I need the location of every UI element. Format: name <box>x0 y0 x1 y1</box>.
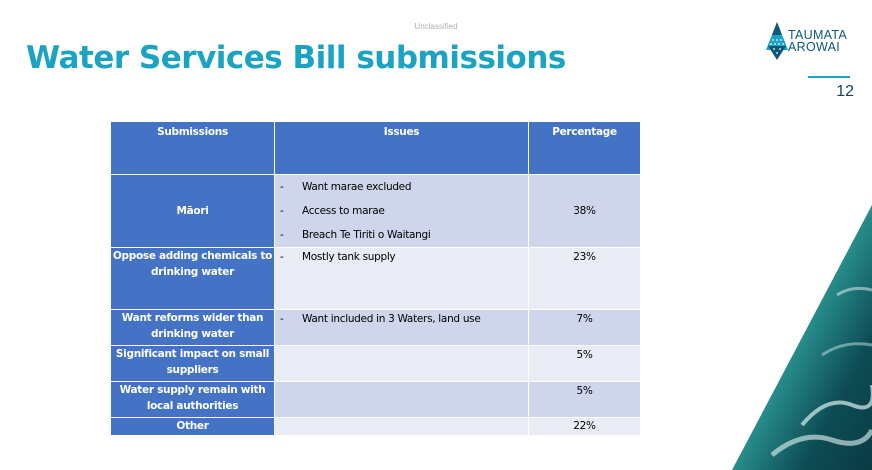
percentage-cell: 5% <box>528 381 641 418</box>
header-percentage: Percentage <box>528 121 641 175</box>
classification-label: Unclassified <box>414 22 458 31</box>
logo-wordmark: TAUMATA AROWAI <box>788 28 848 54</box>
percentage-cell: 23% <box>528 247 641 310</box>
issue-list: Mostly tank supply <box>275 248 528 266</box>
issue-item: Breach Te Tiriti o Waitangi <box>280 223 528 247</box>
percentage-cell: 38% <box>528 174 641 248</box>
issues-cell <box>274 345 529 382</box>
issues-cell <box>274 381 529 418</box>
percentage-cell: 5% <box>528 345 641 382</box>
table-row: Oppose adding chemicals to drinking wate… <box>110 247 641 310</box>
submission-cell: Want reforms wider than drinking water <box>110 309 275 346</box>
issues-cell <box>274 417 529 436</box>
table-row: Māori Want marae excluded Access to mara… <box>110 174 641 248</box>
percentage-cell: 7% <box>528 309 641 346</box>
issue-list: Want included in 3 Waters, land use <box>275 310 528 328</box>
page-number-rule <box>808 76 850 78</box>
submission-cell: Significant impact on small suppliers <box>110 345 275 382</box>
submission-cell: Other <box>110 417 275 436</box>
table-row: Significant impact on small suppliers 5% <box>110 345 641 382</box>
submission-cell: Māori <box>110 174 275 248</box>
header-issues: Issues <box>274 121 529 175</box>
table-row: Want reforms wider than drinking water W… <box>110 309 641 346</box>
table-row: Other 22% <box>110 417 641 436</box>
slide-title: Water Services Bill submissions <box>26 40 566 76</box>
issue-list: Want marae excluded Access to marae Brea… <box>275 175 528 247</box>
table-row: Water supply remain with local authoriti… <box>110 381 641 418</box>
issue-item: Mostly tank supply <box>280 248 528 266</box>
header-submissions: Submissions <box>110 121 275 175</box>
submission-cell: Oppose adding chemicals to drinking wate… <box>110 247 275 310</box>
logo-line-1: TAUMATA <box>788 28 848 42</box>
table-header-row: Submissions Issues Percentage <box>110 121 641 175</box>
ocean-wave-image <box>732 205 872 470</box>
issues-cell: Want included in 3 Waters, land use <box>274 309 529 346</box>
issue-item: Access to marae <box>280 199 528 223</box>
issues-cell: Mostly tank supply <box>274 247 529 310</box>
percentage-cell: 22% <box>528 417 641 436</box>
submission-cell: Water supply remain with local authoriti… <box>110 381 275 418</box>
logo-line-2: AROWAI <box>788 40 841 54</box>
water-drop-logo-icon <box>766 22 788 60</box>
issue-item: Want marae excluded <box>280 175 528 199</box>
taumata-arowai-logo: TAUMATA AROWAI <box>764 20 864 70</box>
issue-item: Want included in 3 Waters, land use <box>280 310 528 328</box>
submissions-table: Submissions Issues Percentage Māori Want… <box>110 121 641 436</box>
issues-cell: Want marae excluded Access to marae Brea… <box>274 174 529 248</box>
page-number: 12 <box>836 83 854 100</box>
